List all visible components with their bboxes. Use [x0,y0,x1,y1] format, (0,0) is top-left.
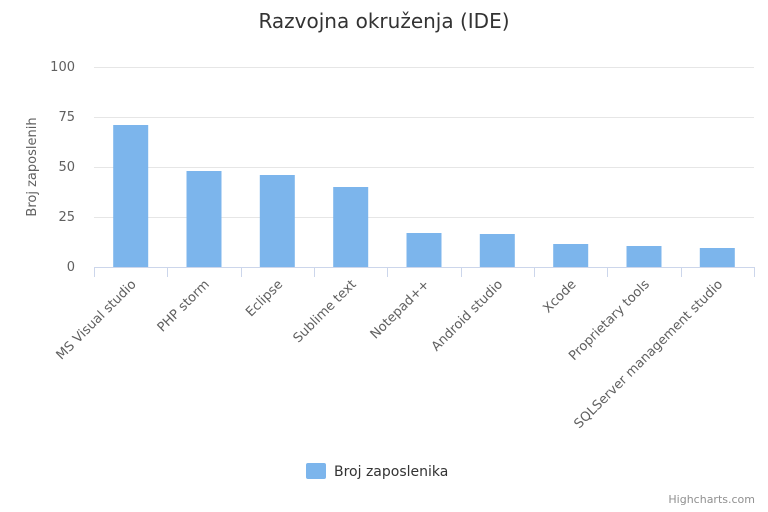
bar[interactable] [406,233,442,267]
x-tick-label: SQLServer management studio [572,277,727,432]
grid-lines [94,67,754,218]
y-axis-ticks: 0 25 50 75 100 [50,60,75,275]
chart-title: Razvojna okruženja (IDE) [258,9,509,33]
bar[interactable] [333,187,369,267]
bar[interactable] [113,125,149,267]
bar[interactable] [479,234,515,267]
legend-label: Broj zaposlenika [334,464,448,480]
y-tick-label: 100 [50,60,75,75]
x-tick-label: Xcode [540,277,579,316]
x-tick-label: Notepad++ [368,277,433,342]
x-tick-label: PHP storm [155,277,213,335]
x-tick-label: Android studio [429,277,506,354]
legend-swatch [306,463,326,479]
bar[interactable] [626,246,662,267]
y-axis-label: Broj zaposlenih [25,117,40,216]
x-tick-label: MS Visual studio [54,277,140,363]
x-tick-label: Proprietary tools [566,277,653,364]
legend[interactable]: Broj zaposlenika [306,463,448,480]
y-tick-label: 25 [58,210,75,225]
y-tick-label: 75 [58,110,75,125]
bars [113,125,735,267]
bar[interactable] [699,248,735,267]
bar[interactable] [259,175,295,267]
y-tick-label: 50 [58,160,75,175]
bar[interactable] [186,171,222,267]
y-tick-label: 0 [67,260,75,275]
x-axis-ticks: MS Visual studio PHP storm Eclipse Sublime … [54,267,755,432]
credits-link[interactable]: Highcharts.com [668,493,755,506]
x-tick-label: Sublime text [291,277,360,346]
bar[interactable] [553,244,589,267]
x-tick-label: Eclipse [243,277,286,320]
